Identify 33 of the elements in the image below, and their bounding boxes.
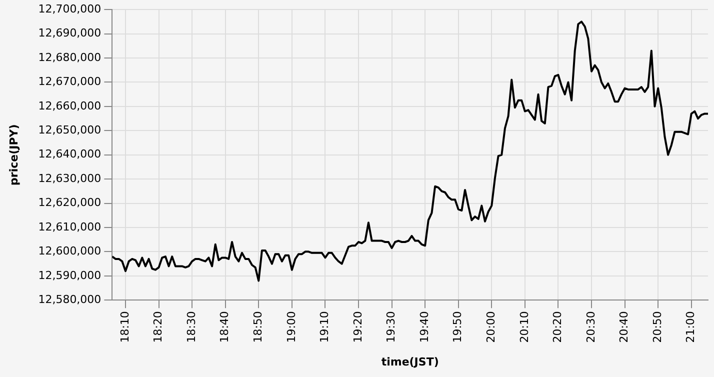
y-tick-label: 12,640,000 [38, 148, 102, 161]
x-tick-label: 20:40 [618, 311, 631, 343]
x-tick-label: 20:50 [650, 311, 664, 343]
y-tick-label: 12,600,000 [38, 244, 102, 258]
x-tick-label: 19:40 [418, 311, 431, 343]
y-tick-label: 12,700,000 [38, 2, 102, 16]
x-tick-label: 18:40 [218, 311, 232, 343]
x-tick-label: 19:10 [318, 311, 332, 343]
x-tick-label: 21:00 [684, 311, 698, 343]
x-tick-label: 18:50 [251, 311, 264, 343]
y-tick-label: 12,590,000 [38, 268, 102, 282]
x-tick-label: 19:30 [384, 311, 398, 343]
y-tick-label: 12,620,000 [38, 196, 102, 210]
x-tick-label: 20:20 [551, 311, 564, 343]
y-tick-label: 12,650,000 [38, 124, 102, 136]
y-tick-label: 12,610,000 [38, 220, 102, 234]
x-tick-label: 20:30 [584, 311, 598, 343]
y-tick-label: 12,670,000 [38, 75, 102, 88]
x-tick-label: 19:20 [351, 311, 364, 343]
x-tick-label: 20:00 [484, 311, 498, 343]
y-tick-label: 12,680,000 [38, 50, 102, 64]
y-tick-label: 12,660,000 [38, 99, 102, 112]
y-axis-title: price(JPY) [7, 124, 20, 186]
y-tick-label: 12,630,000 [38, 172, 102, 185]
x-tick-label: 19:50 [451, 311, 464, 343]
x-tick-label: 18:20 [152, 311, 165, 343]
x-tick-label: 18:30 [184, 311, 198, 343]
y-tick-label: 12,580,000 [38, 292, 102, 306]
x-tick-label: 18:10 [118, 311, 132, 343]
x-tick-label: 20:10 [518, 311, 531, 343]
x-axis-title: time(JST) [381, 355, 439, 368]
x-tick-label: 19:00 [284, 311, 298, 343]
y-tick-label: 12,690,000 [38, 26, 102, 40]
